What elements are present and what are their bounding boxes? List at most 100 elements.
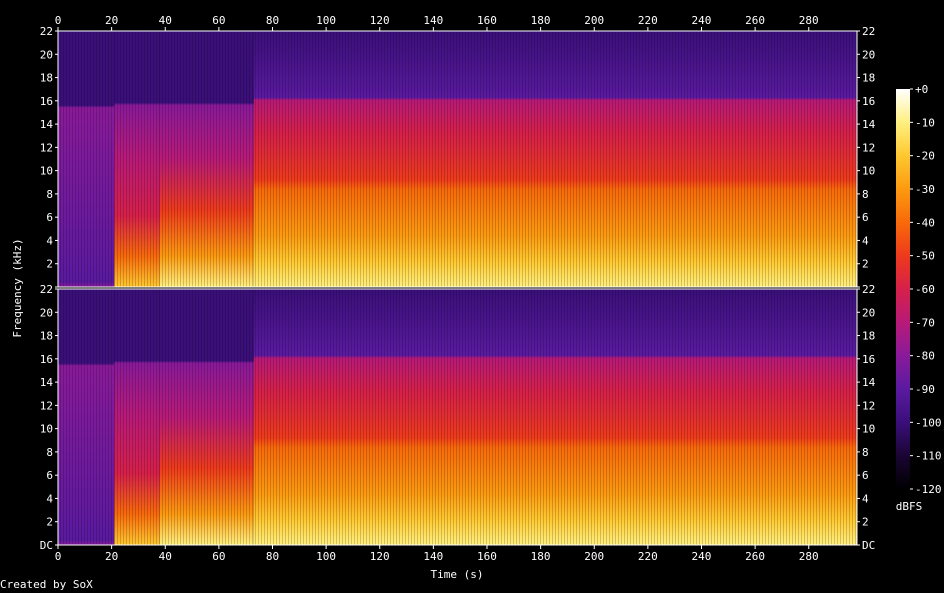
y-tick-left-top-9: 18 (40, 72, 53, 85)
x-tick-top-0: 0 (55, 14, 62, 27)
x-tick-top-8: 160 (477, 14, 497, 27)
y-tick-left-top-3: 6 (46, 211, 53, 224)
y-tick-right-bottom-2: 4 (862, 492, 869, 505)
y-tick-left-bottom-7: 14 (40, 376, 54, 389)
y-tick-right-bottom-3: 6 (862, 469, 869, 482)
y-tick-right-bottom-4: 8 (862, 446, 869, 459)
x-tick-bottom-8: 160 (477, 550, 497, 563)
y-tick-left-bottom-6: 12 (40, 399, 53, 412)
y-tick-right-bottom-10: 20 (862, 306, 875, 319)
x-tick-bottom-10: 200 (584, 550, 604, 563)
colorbar-tick-7: -70 (915, 316, 935, 329)
colorbar-tick-12: -120 (915, 483, 942, 496)
channel-panel-bottom (57, 288, 858, 546)
y-tick-left-bottom-5: 10 (40, 423, 53, 436)
x-tick-bottom-13: 260 (745, 550, 765, 563)
plot-areas (57, 30, 858, 546)
y-tick-left-bottom-4: 8 (46, 446, 53, 459)
y-tick-left-top-5: 10 (40, 165, 53, 178)
y-tick-right-bottom-7: 14 (862, 376, 876, 389)
colorbar-label: dBFS (896, 500, 923, 513)
x-tick-top-2: 40 (159, 14, 172, 27)
x-tick-bottom-0: 0 (55, 550, 62, 563)
y-tick-right-bottom-0: DC (862, 539, 875, 552)
y-tick-left-bottom-8: 16 (40, 353, 53, 366)
y-tick-left-top-2: 4 (46, 234, 53, 247)
y-tick-right-top-10: 20 (862, 48, 875, 61)
x-tick-top-9: 180 (531, 14, 551, 27)
y-tick-right-bottom-9: 18 (862, 330, 875, 343)
y-tick-left-bottom-11: 22 (40, 283, 53, 296)
colorbar-tick-2: -20 (915, 150, 935, 163)
y-tick-right-top-1: 2 (862, 258, 869, 271)
x-tick-bottom-6: 120 (370, 550, 390, 563)
y-tick-right-top-9: 18 (862, 72, 875, 85)
x-tick-bottom-12: 240 (692, 550, 712, 563)
y-tick-left-bottom-2: 4 (46, 492, 53, 505)
x-tick-bottom-11: 220 (638, 550, 658, 563)
texture-top (58, 31, 857, 287)
y-tick-left-bottom-3: 6 (46, 469, 53, 482)
y-tick-right-bottom-5: 10 (862, 423, 875, 436)
colorbar-tick-10: -100 (915, 416, 942, 429)
panel-frame-top (57, 30, 858, 288)
colorbar-tick-9: -90 (915, 383, 935, 396)
x-tick-bottom-1: 20 (105, 550, 118, 563)
y-tick-left-bottom-10: 20 (40, 306, 53, 319)
x-tick-top-12: 240 (692, 14, 712, 27)
x-tick-bottom-3: 60 (212, 550, 225, 563)
x-tick-bottom-5: 100 (316, 550, 336, 563)
colorbar-tick-1: -10 (915, 116, 935, 129)
y-axis-label: Frequency (kHz) (11, 238, 24, 337)
x-tick-top-11: 220 (638, 14, 658, 27)
colorbar-gradient (896, 89, 910, 489)
colorbar-tick-8: -80 (915, 350, 935, 363)
x-tick-top-3: 60 (212, 14, 225, 27)
y-tick-left-top-4: 8 (46, 188, 53, 201)
y-tick-left-top-11: 22 (40, 25, 53, 38)
colorbar-tick-4: -40 (915, 216, 935, 229)
y-tick-right-top-7: 14 (862, 118, 876, 131)
x-tick-top-13: 260 (745, 14, 765, 27)
y-tick-right-bottom-8: 16 (862, 353, 875, 366)
x-tick-top-10: 200 (584, 14, 604, 27)
x-tick-top-7: 140 (423, 14, 443, 27)
y-tick-left-top-6: 12 (40, 141, 53, 154)
y-tick-left-bottom-1: 2 (46, 516, 53, 529)
y-tick-left-bottom-0: DC (40, 539, 53, 552)
x-tick-bottom-4: 80 (266, 550, 279, 563)
y-tick-left-top-8: 16 (40, 95, 53, 108)
y-tick-right-top-3: 6 (862, 211, 869, 224)
y-tick-right-top-4: 8 (862, 188, 869, 201)
texture-bottom (58, 289, 857, 545)
colorbar-tick-6: -60 (915, 283, 935, 296)
x-tick-top-1: 20 (105, 14, 118, 27)
x-tick-top-14: 280 (799, 14, 819, 27)
x-axis-label: Time (s) (431, 568, 484, 581)
x-tick-bottom-14: 280 (799, 550, 819, 563)
y-tick-left-top-10: 20 (40, 48, 53, 61)
colorbar-tick-11: -110 (915, 450, 942, 463)
x-tick-top-4: 80 (266, 14, 279, 27)
colorbar-tick-5: -50 (915, 250, 935, 263)
x-tick-bottom-7: 140 (423, 550, 443, 563)
x-tick-bottom-9: 180 (531, 550, 551, 563)
x-tick-bottom-2: 40 (159, 550, 172, 563)
y-tick-left-top-7: 14 (40, 118, 54, 131)
colorbar: +0 -10 -20 -30 -40 -50 -60 -70 -80 -90 -100 -110 -12… (896, 83, 942, 513)
y-tick-right-bottom-11: 22 (862, 283, 875, 296)
y-tick-right-top-2: 4 (862, 234, 869, 247)
panel-frame-bottom (57, 288, 858, 546)
y-tick-right-bottom-6: 12 (862, 399, 875, 412)
credit-text: Created by SoX (0, 578, 93, 591)
y-tick-left-top-1: 2 (46, 258, 53, 271)
y-tick-right-top-6: 12 (862, 141, 875, 154)
channel-panel-top (57, 30, 858, 288)
y-tick-left-bottom-9: 18 (40, 330, 53, 343)
x-tick-top-5: 100 (316, 14, 336, 27)
colorbar-tick-3: -30 (915, 183, 935, 196)
colorbar-tick-0: +0 (915, 83, 928, 96)
y-tick-right-top-11: 22 (862, 25, 875, 38)
